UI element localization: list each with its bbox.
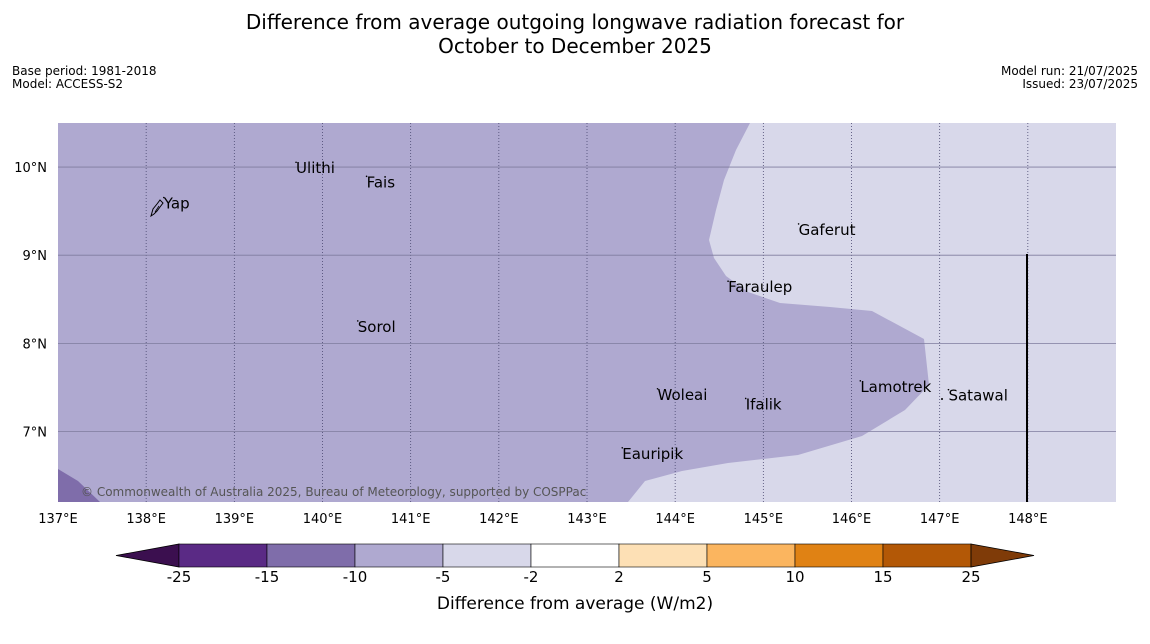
colorbar-segment (178, 543, 268, 568)
colorbar-tick-label: -25 (166, 568, 192, 586)
island-marker (941, 398, 943, 400)
longitude-tick-label: 138°E (126, 512, 166, 527)
place-label-lamotrek: Lamotrek (860, 378, 931, 396)
latitude-tick-label: 10°N (14, 161, 47, 176)
place-label-faraulep: Faraulep (728, 278, 792, 296)
colorbar-segment (794, 543, 884, 568)
island-marker (744, 397, 747, 400)
place-label-yap: Yap (163, 194, 190, 212)
model-run-text: Model run: 21/07/2025 (1000, 64, 1138, 78)
island-marker (163, 196, 165, 199)
colorbar-tick-label: -15 (254, 568, 280, 586)
longitude-tick-label: 137°E (38, 512, 78, 527)
place-label-sorol: Sorol (358, 318, 396, 336)
island-marker (859, 380, 862, 382)
model-text: Model: ACCESS-S2 (12, 77, 124, 91)
island-marker (295, 161, 297, 164)
issued-text: Issued: 23/07/2025 (1022, 77, 1138, 91)
colorbar-segment (530, 543, 620, 568)
longitude-tick-label: 140°E (303, 512, 343, 527)
colorbar-tick-label: 2 (614, 568, 624, 586)
place-label-ifalik: Ifalik (746, 395, 782, 413)
longitude-tick-label: 141°E (391, 512, 431, 527)
island-marker (365, 175, 368, 178)
longitude-tick-label: 142°E (479, 512, 519, 527)
place-label-woleai: Woleai (658, 386, 708, 404)
colorbar-tick-label: 15 (873, 568, 893, 586)
latitude-tick-label: 7°N (23, 425, 48, 440)
island-marker (656, 387, 659, 390)
colorbar-segment (618, 543, 708, 568)
copyright-text: © Commonwealth of Australia 2025, Bureau… (81, 485, 586, 499)
title-line-2: October to December 2025 (438, 34, 712, 58)
colorbar-segment (442, 543, 532, 568)
place-label-eauripik: Eauripik (622, 445, 683, 463)
longitude-tick-label: 145°E (744, 512, 784, 527)
colorbar-tick-label: 25 (961, 568, 981, 586)
colorbar-tick-label: -5 (435, 568, 451, 586)
latitude-labels: 10°N 9°N 8°N 7°N (14, 161, 47, 440)
longitude-tick-label: 144°E (655, 512, 695, 527)
longitude-tick-label: 146°E (832, 512, 872, 527)
place-label-gaferut: Gaferut (799, 221, 856, 239)
longitude-tick-label: 143°E (567, 512, 607, 527)
meta-right: Model run: 21/07/2025 Issued: 23/07/2025 (1001, 65, 1138, 91)
longitude-labels: 137°E 138°E 139°E 140°E 141°E 142°E 143°E 144°E… (38, 512, 1047, 527)
colorbar-segment (354, 543, 444, 568)
meta-left: Base period: 1981-2018 Model: ACCESS-S2 (12, 65, 157, 91)
colorbar-arrow-high (970, 543, 1035, 568)
longitude-tick-label: 139°E (215, 512, 255, 527)
place-label-satawal: Satawal (948, 387, 1007, 405)
island-marker (947, 388, 950, 391)
colorbar-segment (882, 543, 972, 568)
colorbar-segment (706, 543, 796, 568)
field-minus10-to-minus5 (58, 123, 929, 502)
colorbar-title: Difference from average (W/m2) (436, 594, 714, 614)
colorbar-tick-label: 5 (702, 568, 712, 586)
place-label-fais: Fais (367, 173, 396, 191)
base-period-text: Base period: 1981-2018 (12, 64, 157, 78)
latitude-tick-label: 8°N (23, 337, 48, 352)
island-marker (797, 223, 800, 225)
island-marker (727, 280, 729, 283)
place-labels: Yap Ulithi Fais Gaferut Faraulep Sorol Lamotre… (163, 159, 1008, 463)
latitude-tick-label: 9°N (23, 249, 48, 264)
colorbar-arrow-low (115, 543, 180, 568)
colorbar-segment (266, 543, 356, 568)
colorbar-tick-label: -2 (523, 568, 539, 586)
graticule (58, 123, 1116, 502)
island-marker (356, 320, 359, 322)
title-line-1: Difference from average outgoing longwav… (245, 10, 905, 34)
place-label-ulithi: Ulithi (296, 159, 335, 177)
island-marker (621, 447, 624, 449)
longitude-tick-label: 148°E (1008, 512, 1048, 527)
yap-island-outline (150, 199, 164, 218)
field-minus15-to-minus10 (58, 469, 100, 502)
longitude-tick-label: 147°E (920, 512, 960, 527)
colorbar-tick-label: -10 (342, 568, 368, 586)
colorbar (115, 543, 1035, 568)
colorbar-tick-label: 10 (785, 568, 805, 586)
